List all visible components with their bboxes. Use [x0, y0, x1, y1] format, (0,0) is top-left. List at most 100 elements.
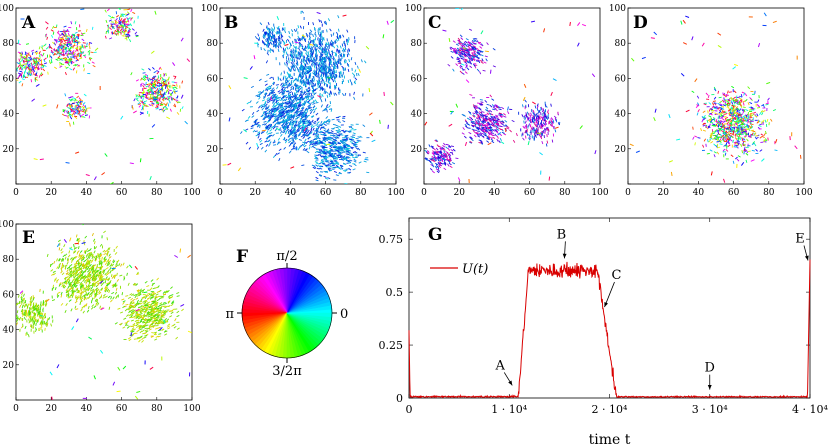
particle — [465, 64, 468, 69]
particle — [292, 130, 296, 133]
particle — [459, 52, 463, 55]
particle — [352, 168, 356, 171]
particle — [285, 102, 289, 105]
y-tick-label: 20 — [615, 145, 627, 155]
particle — [334, 160, 338, 163]
particle — [488, 129, 492, 132]
particle — [263, 92, 267, 95]
particle — [53, 52, 57, 56]
y-tick-label: 60 — [207, 74, 219, 84]
particle — [325, 91, 329, 94]
particle — [527, 116, 530, 120]
particle — [320, 77, 324, 80]
particle — [467, 41, 471, 44]
particle — [302, 133, 306, 137]
particle — [348, 48, 351, 52]
particle — [293, 123, 297, 127]
particle — [720, 128, 724, 131]
particle — [151, 91, 153, 95]
particle — [295, 124, 299, 127]
particle — [431, 146, 434, 150]
particle — [272, 28, 275, 32]
particles — [629, 12, 802, 183]
particle — [279, 113, 282, 117]
particle — [327, 166, 331, 168]
particle — [752, 130, 756, 133]
particle — [270, 28, 274, 32]
particle — [299, 67, 301, 71]
particle — [476, 110, 479, 114]
particle — [151, 124, 156, 128]
particle — [708, 115, 712, 118]
particle — [308, 72, 312, 76]
particle — [452, 40, 456, 43]
particle — [310, 57, 313, 61]
particle — [180, 94, 184, 99]
particle — [80, 32, 84, 36]
particle — [323, 69, 325, 73]
particle — [120, 13, 124, 16]
particle — [330, 159, 334, 162]
particle — [77, 64, 81, 67]
particle — [287, 91, 290, 96]
particle — [269, 141, 272, 145]
particle — [313, 92, 317, 95]
particle — [336, 131, 340, 134]
particle — [288, 35, 291, 39]
particle — [304, 138, 307, 142]
particle — [70, 105, 73, 110]
particle — [280, 106, 284, 109]
particle — [546, 140, 549, 144]
particle — [326, 109, 328, 113]
particle — [177, 101, 181, 103]
particle — [276, 15, 280, 21]
particle — [495, 129, 499, 133]
particle — [303, 62, 306, 66]
particle — [288, 121, 292, 125]
particle — [450, 110, 454, 115]
particle — [285, 125, 288, 129]
particle — [434, 156, 438, 160]
particle — [153, 90, 157, 93]
particle — [482, 118, 485, 122]
particle — [266, 41, 269, 45]
particle — [323, 134, 327, 137]
particle — [110, 16, 114, 19]
particle — [262, 36, 265, 40]
particle — [522, 125, 525, 129]
particle — [287, 84, 289, 88]
particle — [430, 145, 434, 148]
particle — [708, 139, 711, 143]
panel-label-c: C — [428, 13, 442, 33]
particle — [264, 125, 268, 129]
particle — [339, 62, 342, 66]
particle — [253, 123, 257, 126]
particle — [469, 48, 473, 51]
particle — [461, 8, 463, 11]
particle — [141, 105, 144, 109]
particle — [467, 57, 471, 60]
particle — [472, 54, 476, 57]
particle — [273, 105, 276, 109]
particle — [445, 143, 449, 146]
particle — [290, 147, 294, 151]
particle — [748, 106, 752, 109]
particle — [482, 117, 486, 120]
particle — [141, 100, 144, 104]
particle — [264, 111, 267, 115]
particle — [43, 57, 47, 61]
particle — [324, 165, 328, 168]
particle — [292, 120, 295, 124]
particle — [294, 96, 298, 100]
particle — [184, 120, 188, 125]
particle — [304, 92, 308, 96]
particle — [545, 127, 548, 131]
particle — [496, 128, 500, 131]
particle — [472, 45, 476, 48]
particle — [304, 83, 307, 87]
particle — [344, 135, 348, 138]
particle — [708, 102, 712, 105]
particle — [250, 124, 254, 128]
particle — [328, 149, 332, 152]
particle — [302, 80, 305, 84]
